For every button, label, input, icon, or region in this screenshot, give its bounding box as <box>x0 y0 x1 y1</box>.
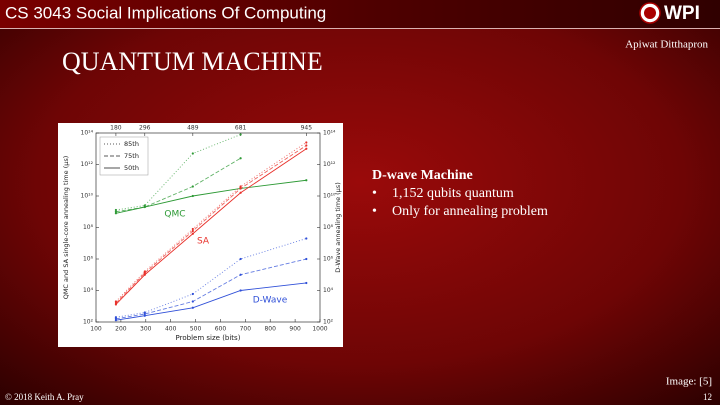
y2-tick-label: 10² <box>323 319 334 326</box>
y-tick-label: 10⁸ <box>83 224 94 231</box>
point <box>305 257 308 261</box>
series-line <box>115 238 307 318</box>
x-tick-label: 900 <box>289 326 301 333</box>
legend-label: 50th <box>124 164 139 172</box>
point <box>191 292 194 296</box>
x-tick-label: 200 <box>115 326 127 333</box>
slide-title: QUANTUM MACHINE <box>62 47 323 76</box>
x-tick-label: 800 <box>264 326 276 333</box>
x-tick-label: 1000 <box>312 326 327 333</box>
y-tick-label: 10¹² <box>81 161 94 168</box>
bullet-dot: • <box>372 204 377 219</box>
y2-tick-label: 10¹⁴ <box>323 130 336 137</box>
x-tick-label: 100 <box>90 326 102 333</box>
point <box>239 257 242 261</box>
point <box>191 227 194 231</box>
point <box>305 144 308 147</box>
group-label: SA <box>197 237 210 247</box>
logo-seal-inner <box>644 7 656 19</box>
point <box>191 194 194 198</box>
top-x-tick-label: 945 <box>301 125 313 132</box>
y2-tick-label: 10⁴ <box>323 287 334 294</box>
point <box>305 147 308 150</box>
point <box>305 179 308 182</box>
header-bar <box>0 0 720 28</box>
x-axis-label: Problem size (bits) <box>176 334 241 342</box>
bullet: 1,152 qubits quantum <box>392 186 514 201</box>
point <box>143 205 146 209</box>
point <box>239 273 242 276</box>
bullet-dot: • <box>372 186 377 201</box>
top-x-tick-label: 296 <box>139 125 151 132</box>
group-label: QMC <box>164 210 185 220</box>
x-tick-label: 600 <box>215 326 227 333</box>
point <box>191 232 194 235</box>
image-credit: Image: [5] <box>666 376 712 388</box>
content-heading: D-wave Machine <box>372 168 473 183</box>
point <box>305 141 308 144</box>
y2-tick-label: 10⁸ <box>323 224 334 231</box>
point <box>114 319 118 322</box>
page-number: 12 <box>703 392 712 402</box>
course-title: CS 3043 Social Implications Of Computing <box>5 3 326 22</box>
point <box>239 191 242 194</box>
point <box>143 314 146 317</box>
copyright: © 2018 Keith A. Pray <box>5 392 84 402</box>
x-tick-label: 400 <box>165 326 177 333</box>
point <box>143 271 146 275</box>
point <box>114 212 118 215</box>
x-tick-label: 700 <box>240 326 252 333</box>
y-tick-label: 10¹⁰ <box>81 193 94 200</box>
y2-tick-label: 10¹² <box>323 161 336 168</box>
top-x-tick-label: 489 <box>187 125 199 132</box>
y-tick-label: 10⁶ <box>83 256 94 263</box>
x-tick-label: 500 <box>190 326 202 333</box>
point <box>305 281 308 285</box>
point <box>114 210 118 213</box>
point <box>191 229 194 233</box>
legend-label: 85th <box>124 140 139 148</box>
point <box>143 204 146 207</box>
figure: 100 200 300 400 500 600 700 800 900 1000 180 296 489… <box>58 123 343 347</box>
point <box>191 152 194 155</box>
y-tick-label: 10⁴ <box>83 287 94 294</box>
point <box>239 187 242 190</box>
y-axis-label: QMC and SA single-core annealing time (μ… <box>62 156 70 300</box>
y-tick-label: 10² <box>83 319 94 326</box>
point <box>143 311 146 314</box>
author: Apiwat Ditthapron <box>625 39 708 51</box>
x-tick-label: 300 <box>140 326 152 333</box>
y2-tick-label: 10¹⁰ <box>323 193 336 200</box>
point <box>239 157 242 160</box>
point <box>143 312 146 316</box>
point <box>191 306 194 309</box>
point <box>143 273 146 276</box>
y2-axis-label: D-Wave annealing time (μs) <box>334 182 342 272</box>
series-line <box>115 157 241 213</box>
point <box>114 303 118 306</box>
point <box>239 289 242 292</box>
point <box>114 316 118 319</box>
point <box>191 300 194 303</box>
bullet: Only for annealing problem <box>392 204 548 219</box>
logo-text: WPI <box>664 3 700 24</box>
group-label: D-Wave <box>253 296 288 306</box>
top-x-tick-label: 681 <box>235 125 247 132</box>
point <box>114 208 118 212</box>
point <box>305 237 308 240</box>
y2-tick-label: 10⁶ <box>323 256 334 263</box>
y-tick-label: 10¹⁴ <box>81 130 94 137</box>
legend-label: 75th <box>124 152 139 160</box>
top-x-tick-label: 180 <box>110 125 122 132</box>
point <box>239 133 242 136</box>
point <box>191 185 194 188</box>
point <box>239 185 242 188</box>
